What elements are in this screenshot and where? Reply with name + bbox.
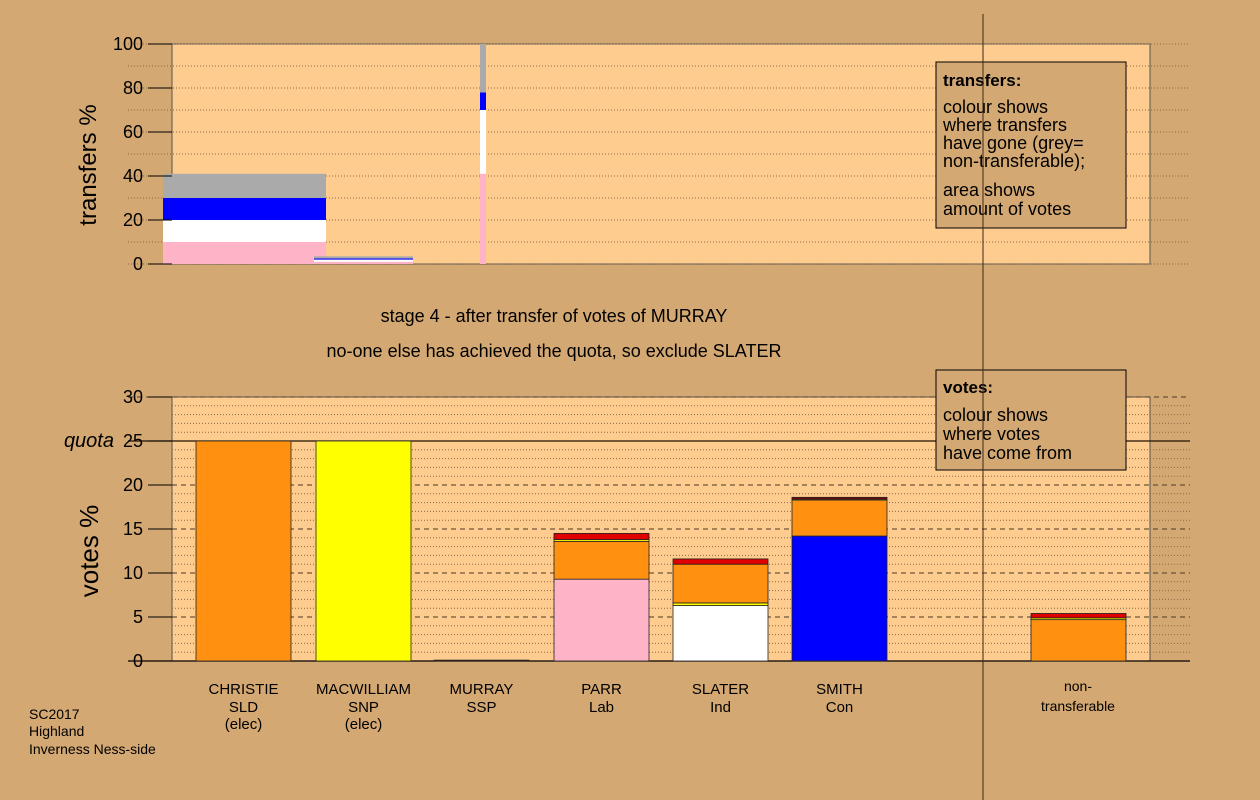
candidate-party: SNP	[348, 699, 379, 716]
transfer-bars	[163, 44, 486, 264]
transfers-legend-line: area shows	[943, 180, 1035, 200]
vote-segment	[791, 496, 888, 500]
footer-ward: Inverness Ness-side	[29, 741, 156, 757]
y-tick-label: 10	[123, 563, 143, 583]
candidate-party: Con	[826, 699, 854, 716]
votes-y-axis-label: votes %	[74, 505, 104, 598]
candidate-party: SLD	[229, 699, 258, 716]
votes-legend-line: have come from	[943, 443, 1072, 463]
candidate-party: SSP	[466, 699, 496, 716]
y-tick-label: 40	[123, 166, 143, 186]
transfer-segment	[314, 256, 413, 259]
y-tick-label: 25	[123, 431, 143, 451]
transfers-y-ticks: 0 20 40 60 80 100	[113, 34, 172, 274]
transfer-segment	[163, 173, 326, 198]
y-tick-label: 30	[123, 387, 143, 407]
non-transferable-label: transferable	[1041, 698, 1115, 714]
vote-segment	[1030, 613, 1127, 619]
candidate-party: Ind	[710, 699, 731, 716]
candidate-party: Lab	[589, 699, 614, 716]
candidate-name: CHRISTIE	[208, 681, 278, 698]
vote-segment	[1030, 619, 1127, 662]
transfer-segment	[163, 242, 326, 264]
transfer-segment	[480, 92, 486, 110]
vote-segment	[672, 605, 769, 662]
vote-segment	[672, 563, 769, 604]
y-tick-label: 60	[123, 122, 143, 142]
y-tick-label: 20	[123, 475, 143, 495]
candidate-status: (elec)	[225, 716, 263, 733]
stage-title: stage 4 - after transfer of votes of MUR…	[381, 306, 728, 326]
candidate-labels: CHRISTIESLD(elec)MACWILLIAMSNP(elec)MURR…	[208, 678, 1115, 733]
y-tick-label: 100	[113, 34, 143, 54]
candidate-status: (elec)	[345, 716, 383, 733]
transfer-segment	[480, 44, 486, 93]
vote-segment	[553, 533, 650, 540]
candidate-name: MURRAY	[450, 681, 514, 698]
candidate-name: SLATER	[692, 681, 749, 698]
non-transferable-label: non-	[1064, 678, 1092, 694]
vote-segment	[315, 440, 412, 662]
transfers-legend: transfers: colour shows where transfers …	[935, 61, 1127, 229]
votes-y-ticks: 0 5 10 15 20 25 30	[123, 387, 172, 671]
y-tick-label: 15	[123, 519, 143, 539]
transfers-legend-line: where transfers	[942, 115, 1067, 135]
vote-segment	[791, 535, 888, 662]
vote-segment	[195, 440, 292, 662]
y-tick-label: 80	[123, 78, 143, 98]
votes-legend-title: votes:	[943, 378, 993, 397]
transfer-segment	[163, 198, 326, 220]
stage-subtitle: no-one else has achieved the quota, so e…	[327, 341, 782, 361]
transfers-legend-line: have gone (grey=	[943, 133, 1084, 153]
vote-bars	[195, 440, 1127, 662]
votes-legend: votes: colour shows where votes have com…	[935, 369, 1127, 471]
transfers-legend-line: amount of votes	[943, 199, 1071, 219]
transfers-legend-line: non-transferable);	[943, 151, 1085, 171]
footer-council: Highland	[29, 723, 84, 739]
transfer-segment	[314, 259, 413, 262]
transfers-legend-line: colour shows	[943, 97, 1048, 117]
votes-legend-line: where votes	[942, 424, 1040, 444]
candidate-name: MACWILLIAM	[316, 681, 411, 698]
y-tick-label: 20	[123, 210, 143, 230]
vote-segment	[553, 578, 650, 662]
transfer-segment	[480, 110, 486, 174]
vote-segment	[672, 558, 769, 565]
footer-election: SC2017	[29, 706, 80, 722]
vote-segment	[433, 659, 530, 662]
y-tick-label: 0	[133, 254, 143, 274]
transfers-y-axis-label: transfers %	[75, 104, 102, 225]
transfer-segment	[163, 220, 326, 242]
transfer-segment	[480, 173, 486, 264]
candidate-name: PARR	[581, 681, 622, 698]
quota-label: quota	[64, 430, 114, 452]
candidate-name: SMITH	[816, 681, 863, 698]
transfers-legend-title: transfers:	[943, 71, 1021, 90]
y-tick-label: 0	[133, 651, 143, 671]
transfer-segment	[314, 261, 413, 264]
transfer-segment	[314, 258, 413, 260]
votes-legend-line: colour shows	[943, 405, 1048, 425]
y-tick-label: 5	[133, 607, 143, 627]
vote-segment	[553, 540, 650, 580]
transfers-panel: 0 20 40 60 80 100 transfers % transfers: colo…	[75, 34, 1190, 274]
vote-segment	[791, 499, 888, 537]
